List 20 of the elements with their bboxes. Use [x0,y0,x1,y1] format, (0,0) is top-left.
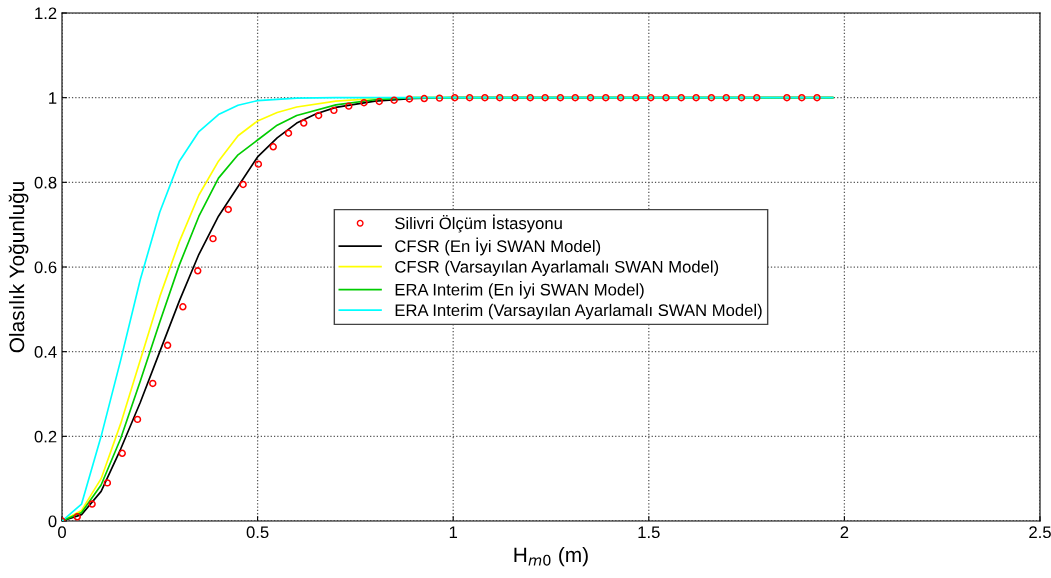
legend-label: CFSR (En İyi SWAN Model) [395,237,601,256]
y-tick-label: 0.8 [34,176,57,189]
x-axis-title: H$_{m0}$ (m) [514,546,588,567]
legend-label: ERA Interim (En İyi SWAN Model) [395,280,644,299]
x-tick-label: 1 [449,526,458,538]
legend-label: Silivri Ölçüm İstasyonu [395,214,562,233]
x-tick-label: 1.5 [638,526,660,539]
x-tick-label: 2 [840,526,849,538]
y-tick-label: 0.2 [34,430,57,443]
y-tick-label: 1.2 [35,7,57,20]
x-tick-label: 0.5 [246,526,269,539]
y-tick-label: 0 [48,515,57,528]
y-axis-title: Olasılık Yoğunluğu [8,182,29,353]
legend-label: ERA Interim (Varsayılan Ayarlamalı SWAN Model) [395,303,762,320]
y-tick-label: 1 [49,92,57,104]
legend-label: CFSR (Varsayılan Ayarlamalı SWAN Model) [395,260,719,276]
y-tick-label: 0.4 [34,346,57,358]
x-tick-label: 0 [58,526,66,539]
x-tick-label: 2.5 [1029,526,1051,539]
y-tick-label: 0.6 [34,261,57,274]
